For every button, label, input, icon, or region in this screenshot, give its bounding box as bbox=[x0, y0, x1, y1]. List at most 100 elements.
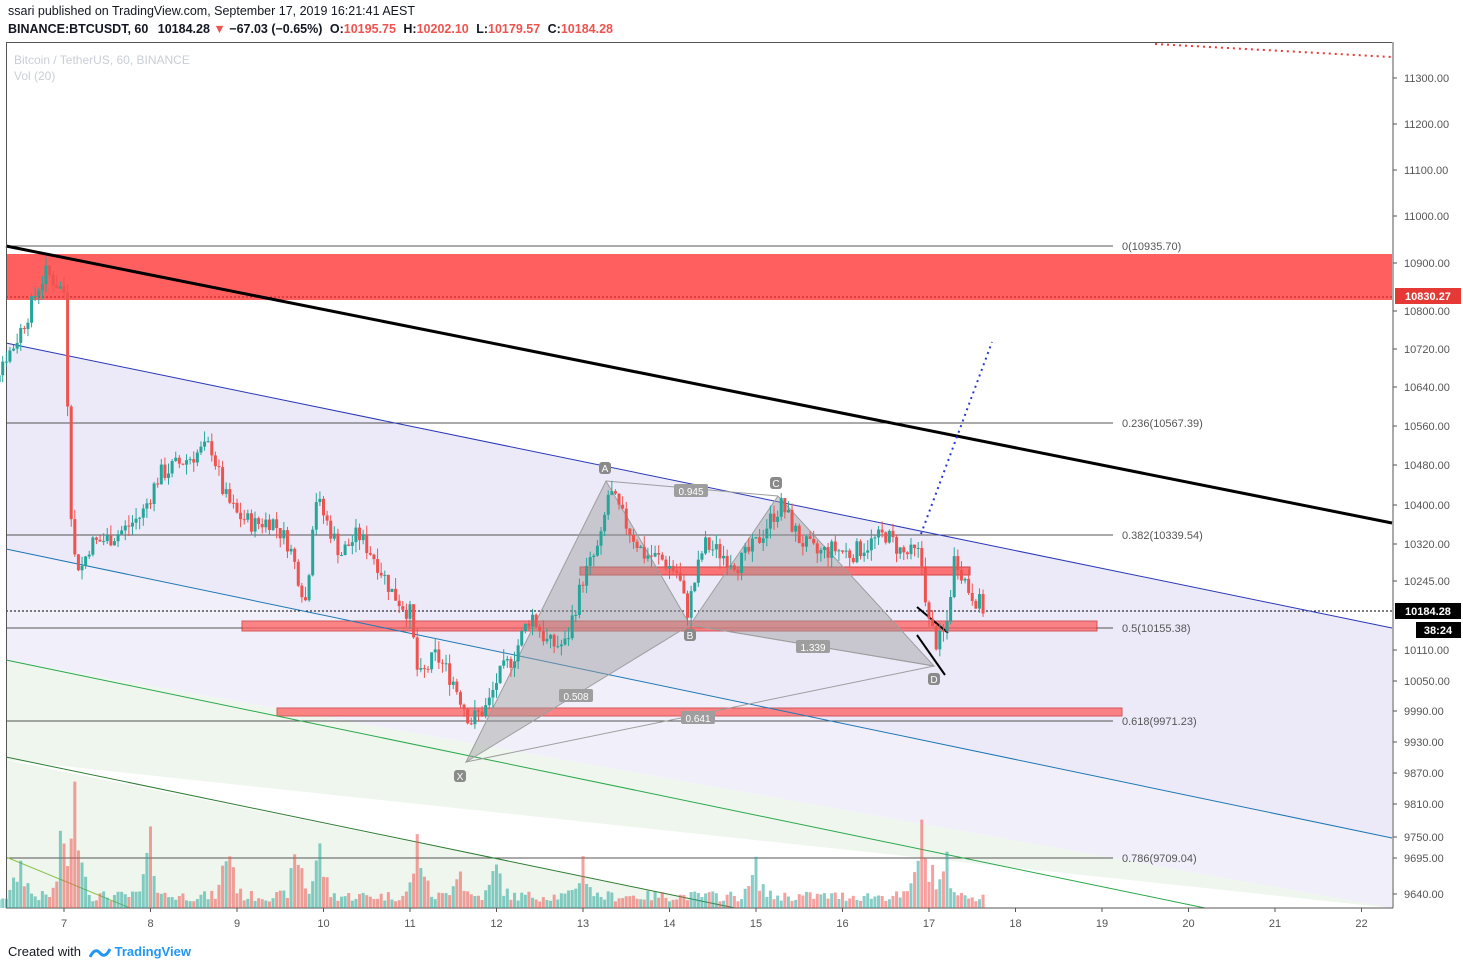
volume-bar bbox=[509, 899, 513, 908]
volume-bar bbox=[401, 895, 405, 908]
candle-body bbox=[455, 681, 459, 693]
candle-body bbox=[621, 504, 625, 509]
candle-body bbox=[610, 491, 614, 495]
candle-body bbox=[51, 274, 55, 286]
candle-body bbox=[473, 710, 477, 725]
candle-body bbox=[376, 559, 380, 573]
volume-bar bbox=[249, 890, 253, 908]
candle-body bbox=[390, 588, 394, 592]
price-chart[interactable]: 0(10935.70) 0.236(10567.39) 0.382(10339.54… bbox=[0, 42, 1463, 942]
volume-bar bbox=[376, 898, 380, 908]
fib-label-2: 0.382(10339.54) bbox=[1122, 530, 1203, 542]
legend-title: Bitcoin / TetherUS, 60, BINANCE bbox=[14, 53, 190, 67]
candle-body bbox=[303, 597, 307, 601]
volume-bar bbox=[426, 880, 430, 908]
candle-body bbox=[923, 566, 927, 603]
volume-bar bbox=[325, 877, 329, 908]
volume-bar bbox=[916, 860, 920, 908]
candle-body bbox=[177, 457, 181, 464]
volume-bar bbox=[167, 897, 171, 908]
candle-body bbox=[213, 455, 217, 467]
volume-bar bbox=[826, 898, 830, 908]
candle-body bbox=[819, 550, 823, 554]
candle-body bbox=[109, 534, 113, 546]
volume-bar bbox=[26, 883, 30, 908]
harmonic-point-bg-b bbox=[684, 629, 696, 641]
volume-bar bbox=[159, 893, 163, 908]
candle-body bbox=[891, 530, 895, 538]
volume-bar bbox=[653, 891, 657, 908]
tradingview-brand[interactable]: TradingView bbox=[114, 944, 191, 959]
candle-body bbox=[343, 544, 347, 556]
current-price-tag-bg bbox=[1395, 603, 1461, 619]
candle-body bbox=[433, 649, 437, 653]
volume-bar bbox=[635, 898, 639, 908]
candle-body bbox=[613, 491, 617, 494]
volume-bar bbox=[668, 901, 671, 908]
y-tick-label-3: 11000.00 bbox=[1404, 211, 1449, 223]
volume-bar bbox=[275, 892, 279, 908]
candle-body bbox=[340, 555, 344, 557]
volume-bar bbox=[181, 893, 185, 908]
x-tick-label-4: 11 bbox=[404, 918, 415, 930]
volume-bar bbox=[33, 896, 37, 908]
volume-bar bbox=[112, 895, 116, 908]
candle-body bbox=[379, 572, 383, 576]
volume-bar bbox=[613, 901, 617, 908]
volume-bar bbox=[73, 781, 77, 908]
volume-bar bbox=[285, 897, 289, 908]
volume-bar bbox=[307, 893, 311, 908]
volume-bar bbox=[693, 891, 697, 908]
volume-bar bbox=[149, 826, 152, 908]
candle-body bbox=[848, 550, 852, 558]
candle-body bbox=[686, 593, 690, 618]
volume-bar bbox=[869, 898, 873, 908]
harmonic-ratio-bg-1 bbox=[796, 640, 830, 653]
volume-bar bbox=[531, 897, 535, 908]
candle-body bbox=[260, 524, 264, 528]
candle-body bbox=[448, 663, 452, 685]
y-tick-label-10: 10400.00 bbox=[1404, 500, 1450, 512]
volume-bar bbox=[390, 899, 394, 908]
volume-bar bbox=[98, 893, 102, 908]
volume-bar bbox=[195, 899, 199, 908]
volume-bar bbox=[253, 900, 257, 908]
candle-body bbox=[289, 548, 293, 552]
volume-bar bbox=[887, 899, 891, 908]
volume-bar bbox=[722, 900, 726, 908]
candle-body bbox=[707, 537, 711, 550]
candle-body bbox=[822, 547, 826, 551]
symbol-name[interactable]: BINANCE:BTCUSDT, 60 bbox=[8, 22, 149, 36]
harmonic-ratio-0: 0.945 bbox=[678, 487, 703, 498]
candle-body bbox=[307, 575, 311, 601]
candle-body bbox=[484, 705, 488, 717]
volume-bar bbox=[534, 899, 538, 908]
volume-bar bbox=[725, 894, 729, 908]
volume-bar bbox=[747, 886, 751, 908]
candle-body bbox=[603, 514, 607, 532]
candle-body bbox=[599, 531, 603, 546]
candle-body bbox=[750, 538, 754, 552]
candle-body bbox=[736, 569, 740, 573]
candle-body bbox=[314, 502, 318, 530]
candle-body bbox=[368, 552, 372, 555]
candle-body bbox=[833, 541, 837, 552]
volume-bar bbox=[866, 893, 870, 908]
volume-bar bbox=[199, 894, 203, 908]
volume-bar bbox=[520, 892, 524, 908]
volume-bar bbox=[372, 898, 376, 908]
candle-body bbox=[642, 546, 646, 559]
volume-bar bbox=[224, 861, 228, 908]
volume-bar bbox=[538, 901, 542, 908]
candle-body bbox=[91, 537, 95, 555]
candle-body bbox=[761, 538, 765, 543]
volume-bar bbox=[242, 900, 246, 908]
volume-bar bbox=[4, 898, 8, 908]
volume-bar bbox=[8, 889, 12, 908]
candle-body bbox=[959, 570, 963, 581]
volume-bar bbox=[51, 887, 55, 908]
volume-bar bbox=[761, 884, 765, 908]
candle-body bbox=[718, 544, 722, 559]
volume-bar bbox=[621, 898, 625, 908]
candle-body bbox=[152, 483, 156, 504]
